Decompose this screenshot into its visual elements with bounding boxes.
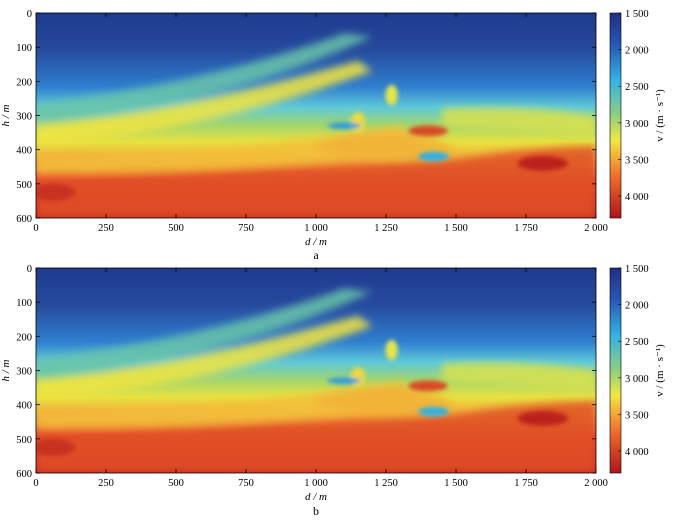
y-tick-label: 200 <box>16 332 32 343</box>
x-tick-label: 750 <box>238 223 254 234</box>
velocity-anomaly <box>408 125 448 137</box>
panel-a: 0 250 500 750 1 000 1 250 1 500 1 750 2 000 0 100 2… <box>0 9 666 262</box>
colorbar-tick-label: 2 000 <box>625 301 649 312</box>
heatmap-area <box>36 268 596 473</box>
x-tick-label: 0 <box>33 223 38 234</box>
x-tick-label: 1 750 <box>514 223 538 234</box>
y-axis-label: h / m <box>0 359 12 381</box>
x-tick-label: 2 000 <box>584 223 608 234</box>
colorbar-tick-label: 3 000 <box>625 119 649 130</box>
x-tick-label: 0 <box>33 478 38 489</box>
x-axis-label: d / m <box>305 491 327 503</box>
x-tick-label: 750 <box>238 478 254 489</box>
velocity-band <box>36 380 428 429</box>
panel-caption: b <box>313 504 319 518</box>
y-tick-label: 400 <box>16 146 32 157</box>
colorbar-tick-label: 3 500 <box>625 410 649 421</box>
x-tick-label: 1 500 <box>444 478 468 489</box>
velocity-band <box>36 315 372 398</box>
colorbar-tick-label: 2 500 <box>625 337 649 348</box>
velocity-anomaly <box>408 380 448 392</box>
velocity-band <box>36 146 596 218</box>
colorbar-tick-label: 3 000 <box>625 374 649 385</box>
colorbar-tick-label: 1 500 <box>625 9 649 20</box>
x-tick-label: 2 000 <box>584 478 608 489</box>
velocity-band <box>316 131 456 160</box>
x-axis-label: d / m <box>305 236 327 248</box>
x-tick-label: 1 250 <box>374 478 398 489</box>
velocity-band <box>36 125 428 174</box>
velocity-band <box>442 362 596 391</box>
x-tick-label: 500 <box>168 223 184 234</box>
x-tick-label: 1 500 <box>444 223 468 234</box>
x-tick-label: 1 000 <box>304 478 328 489</box>
x-tick-label: 250 <box>98 223 114 234</box>
velocity-band <box>36 288 372 378</box>
x-tick-label: 250 <box>98 478 114 489</box>
colorbar-gradient <box>609 267 622 474</box>
y-tick-label: 300 <box>16 367 32 378</box>
velocity-anomaly <box>418 406 449 417</box>
velocity-anomaly <box>351 367 365 388</box>
colorbar-label: v / (m · s⁻¹) <box>654 89 666 142</box>
velocity-anomaly <box>517 410 568 426</box>
colorbar-label: v / (m · s⁻¹) <box>654 344 666 397</box>
velocity-anomaly <box>327 377 361 385</box>
x-tick-label: 500 <box>168 478 184 489</box>
colorbar-tick-label: 4 000 <box>625 192 649 203</box>
y-tick-label: 500 <box>16 180 32 191</box>
x-tick-label: 1 250 <box>374 223 398 234</box>
velocity-anomaly <box>385 339 398 361</box>
velocity-band <box>442 107 596 136</box>
velocity-anomaly <box>36 183 76 201</box>
x-tick-label: 1 750 <box>514 478 538 489</box>
y-tick-label: 600 <box>16 469 32 480</box>
velocity-anomaly <box>517 155 568 171</box>
colorbar-tick-label: 4 000 <box>625 447 649 458</box>
y-tick-label: 0 <box>27 9 32 20</box>
velocity-anomaly <box>36 438 76 456</box>
panel-b: 0 250 500 750 1 000 1 250 1 500 1 750 2 000 0 100 2… <box>0 264 666 518</box>
x-tick-label: 1 000 <box>304 223 328 234</box>
velocity-anomaly <box>351 112 365 133</box>
colorbar-tick-label: 3 500 <box>625 155 649 166</box>
y-tick-label: 0 <box>27 264 32 275</box>
panel-caption: a <box>313 248 319 262</box>
y-tick-label: 300 <box>16 112 32 123</box>
velocity-anomaly <box>385 84 398 106</box>
colorbar-tick-label: 2 000 <box>625 46 649 57</box>
y-tick-label: 200 <box>16 77 32 88</box>
velocity-anomaly <box>418 151 449 162</box>
heatmap-area <box>36 13 596 218</box>
y-tick-label: 400 <box>16 401 32 412</box>
y-tick-label: 600 <box>16 214 32 225</box>
colorbar: 1 500 2 000 2 500 3 000 3 500 4 000 v / (m · s… <box>609 9 666 219</box>
velocity-band <box>316 386 456 415</box>
velocity-band <box>36 60 372 143</box>
velocity-band <box>36 401 596 473</box>
y-tick-label: 100 <box>16 43 32 54</box>
colorbar-gradient <box>609 12 622 219</box>
y-tick-label: 100 <box>16 298 32 309</box>
velocity-anomaly <box>327 122 361 130</box>
y-tick-label: 500 <box>16 435 32 446</box>
colorbar-tick-label: 1 500 <box>625 264 649 275</box>
colorbar: 1 500 2 000 2 500 3 000 3 500 4 000 v / (m · s… <box>609 264 666 474</box>
colorbar-tick-label: 2 500 <box>625 82 649 93</box>
velocity-band <box>36 33 372 123</box>
y-axis-label: h / m <box>0 104 12 126</box>
